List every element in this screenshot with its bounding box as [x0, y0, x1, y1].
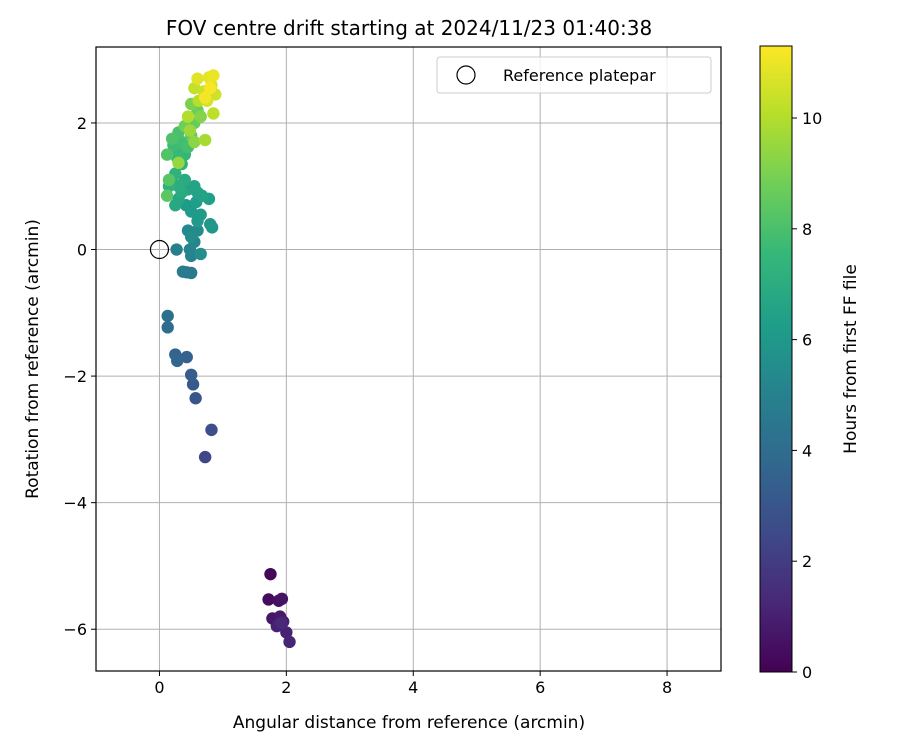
- data-point: [198, 91, 212, 104]
- data-point: [198, 133, 212, 147]
- x-axis-label: Angular distance from reference (arcmin): [233, 713, 585, 733]
- colorbar-tick-label: 10: [802, 109, 822, 128]
- data-point: [181, 110, 195, 123]
- data-point: [184, 368, 198, 382]
- colorbar-tick-label: 6: [802, 331, 812, 350]
- colorbar-tick-label: 4: [802, 441, 812, 460]
- reference-platepar-marker: [149, 239, 170, 260]
- data-point: [189, 392, 202, 405]
- y-tick-label: 0: [77, 241, 87, 260]
- axis-ticks: 0 2 4 6 8 −6 −4 −2 0 2: [63, 114, 672, 697]
- colorbar-label: Hours from first FF file: [841, 264, 861, 454]
- data-point: [194, 247, 207, 261]
- data-point: [264, 567, 277, 581]
- x-tick-label: 0: [154, 678, 164, 697]
- x-tick-label: 4: [408, 678, 418, 697]
- x-tick-label: 8: [662, 678, 672, 697]
- data-point: [191, 72, 204, 85]
- data-point: [207, 69, 220, 82]
- data-point: [188, 135, 201, 149]
- data-point: [171, 354, 184, 368]
- legend-box: [436, 56, 712, 94]
- y-tick-label: 2: [77, 114, 87, 133]
- data-point: [161, 321, 174, 334]
- legend-marker-reference: [456, 65, 476, 85]
- x-tick-label: 2: [281, 678, 291, 697]
- data-point: [205, 423, 218, 437]
- data-point: [161, 309, 174, 323]
- data-point: [204, 218, 217, 231]
- data-point: [162, 173, 176, 187]
- x-tick-label: 6: [535, 678, 545, 697]
- data-point: [283, 635, 296, 649]
- y-axis-label: Rotation from reference (arcmin): [23, 219, 43, 499]
- y-tick-label: −4: [63, 494, 87, 513]
- data-point: [207, 107, 220, 120]
- chart-title: FOV centre drift starting at 2024/11/23 …: [166, 16, 652, 40]
- data-point: [176, 265, 190, 278]
- data-point: [280, 626, 293, 639]
- data-point: [195, 189, 209, 202]
- colorbar-ticks: 0 2 4 6 8 10: [792, 109, 822, 682]
- legend-label-reference: Reference platepar: [503, 66, 656, 85]
- data-point: [170, 243, 183, 256]
- data-point: [160, 148, 174, 161]
- data-point: [194, 110, 207, 123]
- colorbar-tick-label: 0: [802, 663, 812, 682]
- data-point: [169, 199, 182, 212]
- data-point: [183, 124, 197, 137]
- data-points: [149, 69, 296, 649]
- colorbar-tick-label: 2: [802, 552, 812, 571]
- data-point: [194, 208, 207, 221]
- y-tick-label: −2: [63, 367, 87, 386]
- data-point: [204, 81, 217, 95]
- y-tick-label: −6: [63, 620, 87, 639]
- plot-area-frame: [95, 46, 722, 672]
- data-point: [165, 132, 179, 145]
- colorbar-tick-label: 8: [802, 220, 812, 239]
- data-point: [198, 450, 212, 464]
- data-point: [180, 350, 193, 364]
- colorbar: 0 2 4 6 8 10 Hours from first FF file: [759, 45, 861, 682]
- data-point: [184, 230, 198, 244]
- data-point: [160, 189, 174, 202]
- colorbar-gradient: [759, 45, 793, 673]
- legend: Reference platepar: [436, 56, 712, 94]
- data-point: [186, 378, 200, 391]
- data-point: [275, 592, 289, 606]
- data-point: [188, 81, 201, 95]
- data-point: [262, 593, 275, 606]
- data-point: [172, 156, 185, 170]
- data-point: [275, 616, 288, 630]
